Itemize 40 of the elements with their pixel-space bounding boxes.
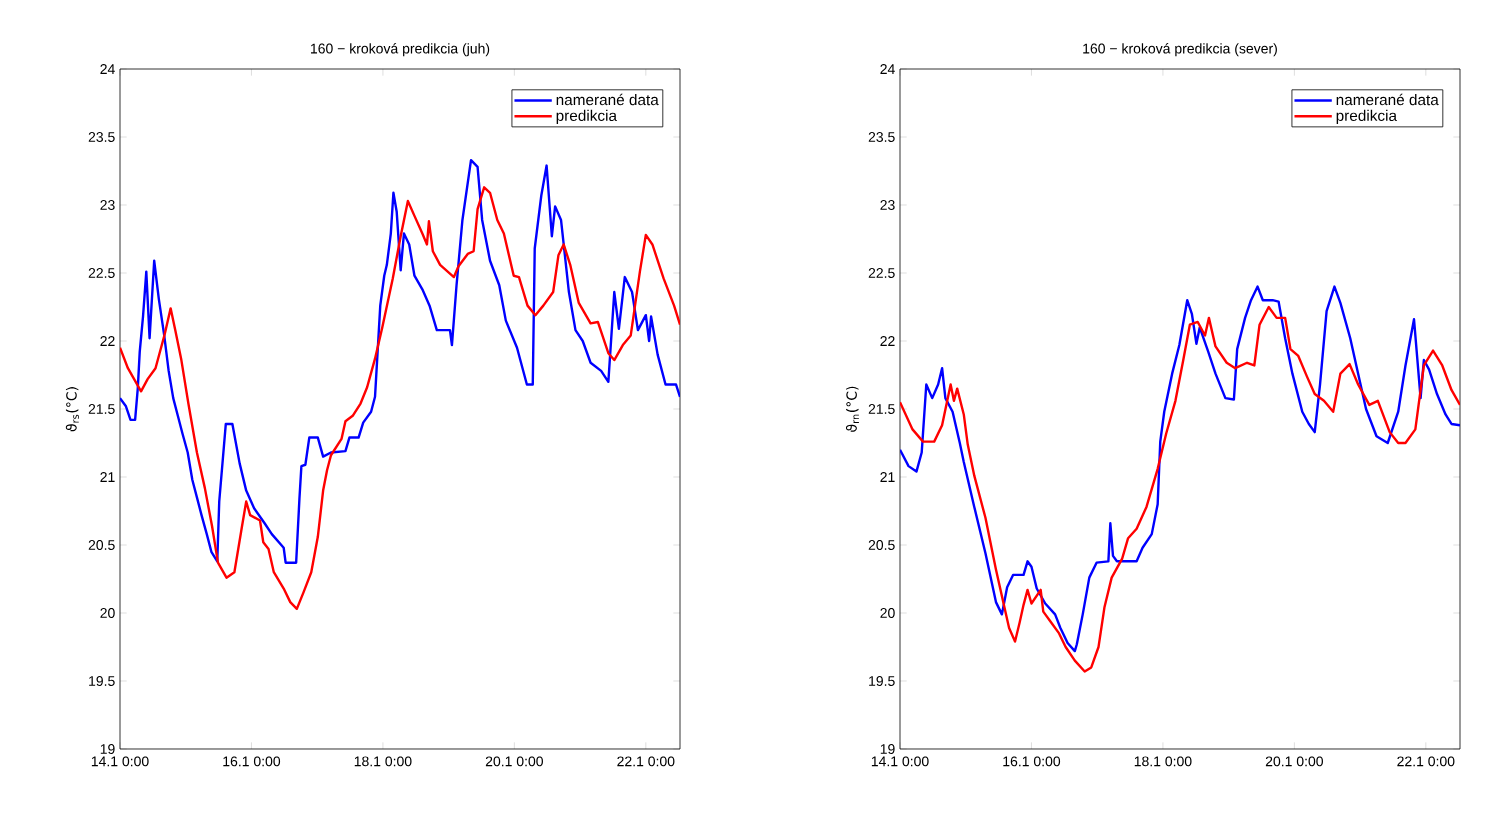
y-tick-label: 23 bbox=[880, 200, 895, 210]
x-tick-label: 22.1 0:00 bbox=[1397, 756, 1455, 767]
legend-label: predikcia bbox=[1336, 109, 1398, 125]
y-tick-label: 23.5 bbox=[88, 132, 115, 142]
x-tick-label: 22.1 0:00 bbox=[617, 756, 675, 767]
x-tick-label: 20.1 0:00 bbox=[485, 756, 543, 767]
y-tick-label: 20.5 bbox=[88, 540, 115, 550]
y-tick-label: 23 bbox=[100, 200, 115, 210]
legend-label: namerané data bbox=[1336, 93, 1439, 106]
x-tick-label: 16.1 0:00 bbox=[223, 756, 281, 767]
legend-label: predikcia bbox=[556, 109, 618, 125]
y-tick-label: 20.5 bbox=[868, 540, 895, 550]
y-tick-label: 19.5 bbox=[869, 676, 895, 686]
x-tick-label: 18.1 0:00 bbox=[1134, 756, 1192, 767]
y-tick-label: 21.5 bbox=[88, 404, 115, 414]
x-tick-label: 14.1 0:00 bbox=[91, 756, 149, 767]
y-tick-label: 22 bbox=[880, 336, 895, 346]
y-tick-label: 22.5 bbox=[88, 268, 115, 278]
y-tick-label: 19 bbox=[880, 744, 895, 754]
y-tick-label: 24 bbox=[100, 64, 115, 74]
y-tick-label: 20 bbox=[100, 608, 115, 618]
y-tick-label: 21 bbox=[100, 472, 115, 482]
y-tick-label: 21 bbox=[880, 472, 895, 482]
y-tick-label: 19.5 bbox=[89, 676, 115, 686]
x-tick-label: 20.1 0:00 bbox=[1265, 756, 1323, 767]
y-tick-label: 23.5 bbox=[868, 132, 895, 142]
legend-label: namerané data bbox=[556, 93, 659, 106]
y-tick-label: 21.5 bbox=[868, 404, 895, 414]
x-tick-label: 18.1 0:00 bbox=[354, 756, 412, 767]
chart-title: 160 − kroková predikcia (sever) bbox=[1083, 43, 1277, 57]
y-tick-label: 20 bbox=[880, 608, 895, 618]
y-tick-label: 22 bbox=[100, 336, 115, 346]
x-tick-label: 16.1 0:00 bbox=[1003, 756, 1061, 767]
y-tick-label: 22.5 bbox=[868, 268, 895, 278]
y-axis-title: ϑ$_{rs}$(°C) bbox=[65, 387, 79, 432]
y-tick-label: 24 bbox=[880, 64, 895, 74]
y-tick-label: 19 bbox=[100, 744, 115, 754]
x-tick-label: 14.1 0:00 bbox=[871, 756, 929, 767]
y-axis-title: ϑ$_{rn}$(°C) bbox=[845, 386, 859, 432]
chart-title: 160 − kroková predikcia (juh) bbox=[311, 43, 490, 57]
